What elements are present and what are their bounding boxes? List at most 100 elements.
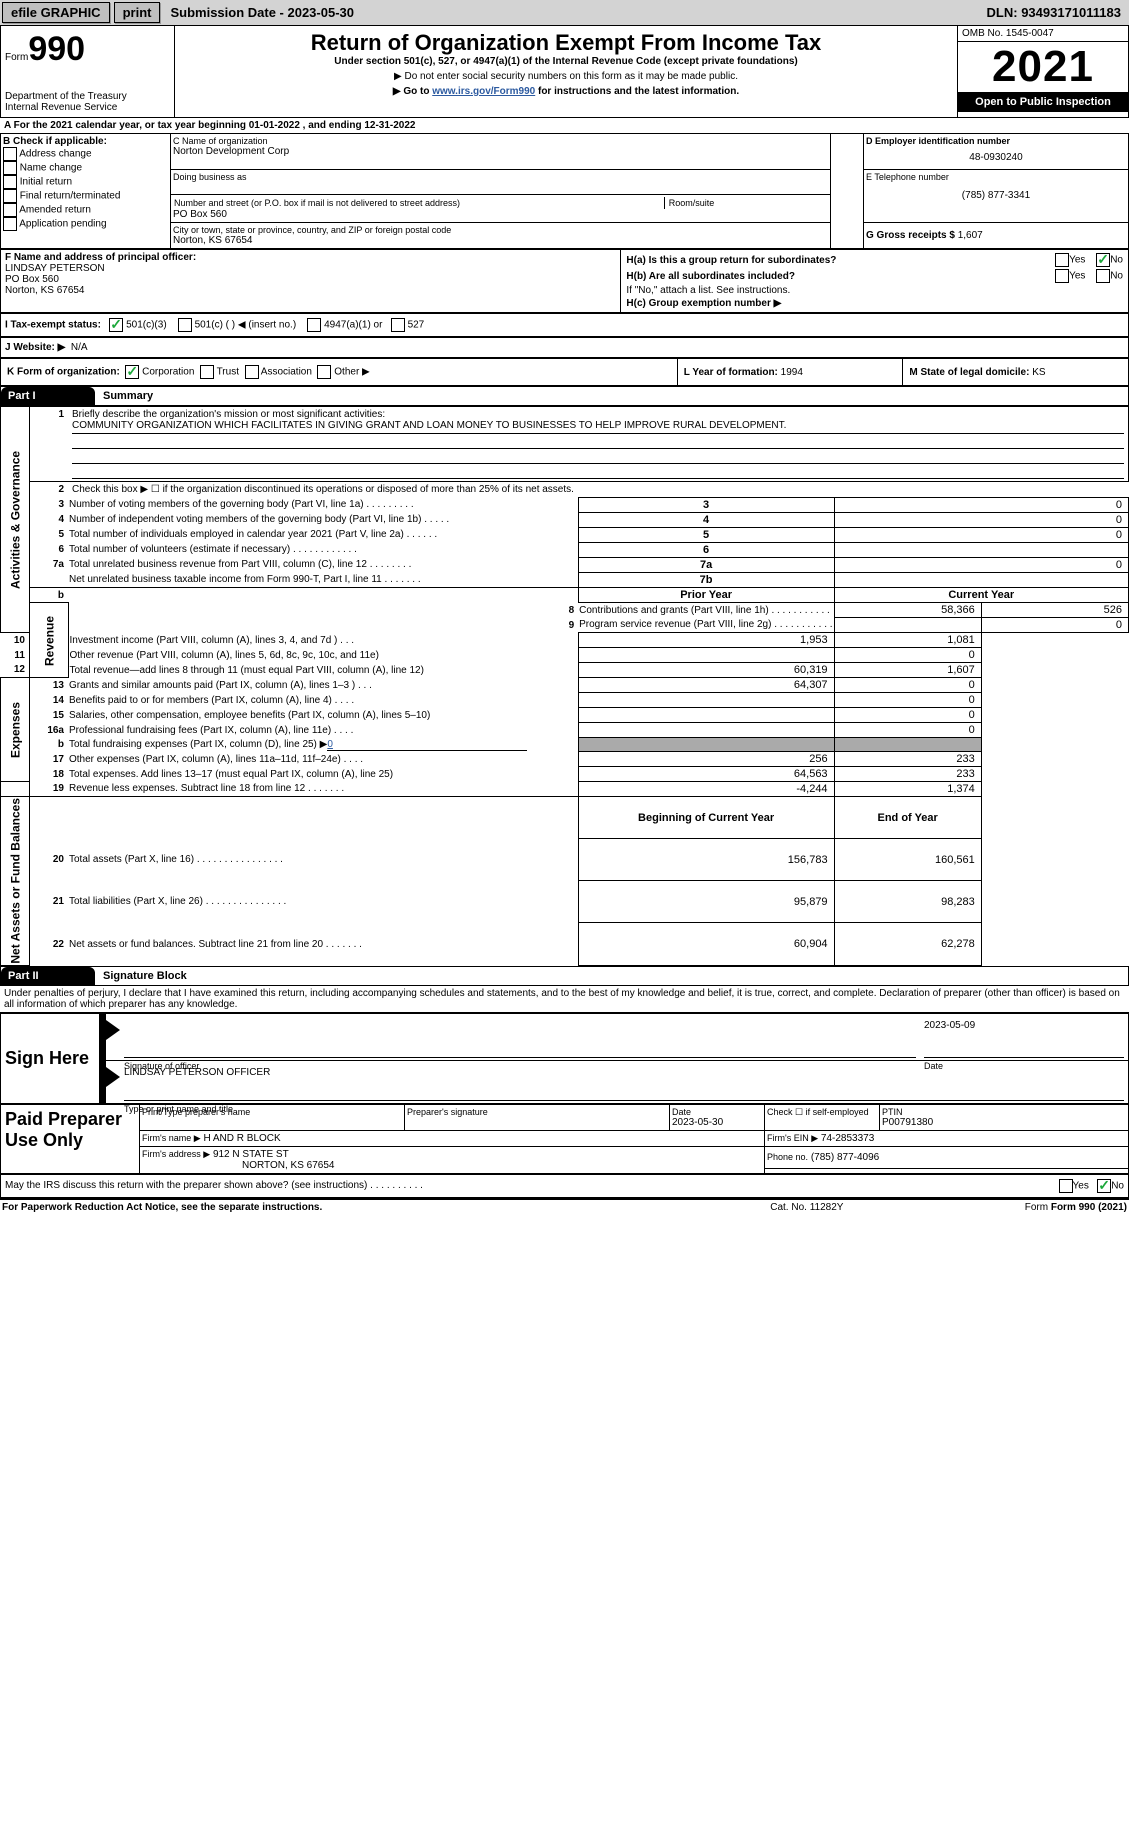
line-11: Other revenue (Part VIII, column (A), li… bbox=[68, 648, 578, 663]
line-19: Revenue less expenses. Subtract line 18 … bbox=[68, 782, 578, 797]
val-12-prior: 60,319 bbox=[578, 663, 834, 678]
identity-table: B Check if applicable: Address change Na… bbox=[0, 133, 1129, 249]
opt-address[interactable]: Address change bbox=[3, 147, 168, 161]
form-990: 990 bbox=[28, 30, 85, 68]
omb-label: OMB No. 1545-0047 bbox=[958, 26, 1128, 42]
line-2: Check this box ▶ ☐ if the organization d… bbox=[68, 482, 1129, 498]
line-9: Program service revenue (Part VIII, line… bbox=[578, 618, 834, 633]
dln-label: DLN: 93493171011183 bbox=[979, 2, 1129, 23]
box-j-label: J Website: ▶ bbox=[5, 342, 65, 353]
val-8-prior: 58,366 bbox=[834, 603, 981, 618]
opt-amended[interactable]: Amended return bbox=[3, 203, 168, 217]
irs-link[interactable]: www.irs.gov/Form990 bbox=[432, 86, 535, 97]
check-trust[interactable] bbox=[200, 365, 214, 379]
tax-year: 2021 bbox=[958, 42, 1128, 92]
check-527[interactable] bbox=[391, 318, 405, 332]
col-current: Current Year bbox=[834, 588, 1128, 603]
form-footer: Form 990 (2021) bbox=[1051, 1202, 1127, 1213]
street-value: PO Box 560 bbox=[173, 209, 828, 220]
val-19-curr: 1,374 bbox=[834, 782, 981, 797]
val-9-curr: 0 bbox=[981, 618, 1128, 633]
line-3: Number of voting members of the governin… bbox=[68, 498, 578, 513]
firm-name: H AND R BLOCK bbox=[203, 1133, 280, 1144]
line-7b: Net unrelated business taxable income fr… bbox=[68, 573, 578, 588]
check-corp[interactable] bbox=[125, 365, 139, 379]
summary-table: Activities & Governance 1 Briefly descri… bbox=[0, 406, 1129, 966]
check-4947[interactable] bbox=[307, 318, 321, 332]
check-assoc[interactable] bbox=[245, 365, 259, 379]
hb-label: H(b) Are all subordinates included? bbox=[626, 271, 795, 282]
box-7b: 7b bbox=[578, 573, 834, 588]
val-10-curr: 1,081 bbox=[834, 633, 981, 648]
ha-no[interactable]: No bbox=[1110, 255, 1123, 266]
line-12: Total revenue—add lines 8 through 11 (mu… bbox=[68, 663, 578, 678]
val-12-curr: 1,607 bbox=[834, 663, 981, 678]
box-c-label: C Name of organization bbox=[173, 136, 828, 146]
opt-initial[interactable]: Initial return bbox=[3, 175, 168, 189]
col-prior: Prior Year bbox=[578, 588, 834, 603]
val-4: 0 bbox=[834, 513, 1128, 528]
ha-yes[interactable]: Yes bbox=[1069, 255, 1085, 266]
hb-note: If "No," attach a list. See instructions… bbox=[625, 284, 1124, 297]
discuss-yes[interactable] bbox=[1059, 1179, 1073, 1193]
line-10: Investment income (Part VIII, column (A)… bbox=[68, 633, 578, 648]
arrow-icon bbox=[106, 1020, 120, 1040]
val-20-end: 160,561 bbox=[834, 839, 981, 881]
efile-label: efile GRAPHIC bbox=[2, 2, 110, 23]
top-toolbar: efile GRAPHIC print Submission Date - 20… bbox=[0, 0, 1129, 25]
val-16b-curr-shaded bbox=[834, 738, 981, 752]
prep-check-label[interactable]: Check ☐ if self-employed bbox=[765, 1104, 880, 1130]
line-21: Total liabilities (Part X, line 26) . . … bbox=[68, 881, 578, 923]
city-label: City or town, state or province, country… bbox=[173, 225, 828, 235]
line-16a: Professional fundraising fees (Part IX, … bbox=[68, 723, 578, 738]
note-goto: ▶ Go to www.irs.gov/Form990 for instruct… bbox=[179, 86, 953, 97]
val-10-prior: 1,953 bbox=[578, 633, 834, 648]
sign-here-label: Sign Here bbox=[5, 1048, 95, 1069]
check-501c[interactable] bbox=[178, 318, 192, 332]
discuss-no[interactable] bbox=[1097, 1179, 1111, 1193]
val-14-prior bbox=[578, 693, 834, 708]
line-7a: Total unrelated business revenue from Pa… bbox=[68, 558, 578, 573]
box-k-label: K Form of organization: bbox=[7, 367, 120, 378]
box-e-label: E Telephone number bbox=[866, 172, 1126, 182]
col-begin: Beginning of Current Year bbox=[578, 797, 834, 839]
val-21-begin: 95,879 bbox=[578, 881, 834, 923]
box-d-label: D Employer identification number bbox=[866, 136, 1126, 146]
typed-name-label: Type or print name and title bbox=[124, 1104, 233, 1114]
box-7a: 7a bbox=[578, 558, 834, 573]
line-4: Number of independent voting members of … bbox=[68, 513, 578, 528]
val-22-begin: 60,904 bbox=[578, 923, 834, 965]
state-domicile: KS bbox=[1032, 367, 1045, 378]
opt-final[interactable]: Final return/terminated bbox=[3, 189, 168, 203]
gross-receipts: 1,607 bbox=[958, 230, 983, 241]
line-15: Salaries, other compensation, employee b… bbox=[68, 708, 578, 723]
phone-value: (785) 877-3341 bbox=[866, 190, 1126, 201]
prep-date: 2023-05-30 bbox=[672, 1117, 723, 1128]
fh-table: F Name and address of principal officer:… bbox=[0, 249, 1129, 313]
line-5: Total number of individuals employed in … bbox=[68, 528, 578, 543]
print-button[interactable]: print bbox=[114, 2, 161, 23]
val-6 bbox=[834, 543, 1128, 558]
check-other[interactable] bbox=[317, 365, 331, 379]
calendar-year-line: A For the 2021 calendar year, or tax yea… bbox=[0, 118, 1129, 133]
val-20-begin: 156,783 bbox=[578, 839, 834, 881]
val-14-curr: 0 bbox=[834, 693, 981, 708]
paid-preparer-label: Paid Preparer Use Only bbox=[5, 1109, 135, 1152]
hb-no[interactable]: No bbox=[1110, 271, 1123, 282]
line-20: Total assets (Part X, line 16) . . . . .… bbox=[68, 839, 578, 881]
ptin-value: P00791380 bbox=[882, 1117, 933, 1128]
firm-addr1: 912 N STATE ST bbox=[213, 1149, 289, 1160]
val-7b bbox=[834, 573, 1128, 588]
vtab-revenue: Revenue bbox=[30, 603, 69, 678]
cat-no: Cat. No. 11282Y bbox=[721, 1199, 893, 1215]
opt-pending[interactable]: Application pending bbox=[3, 217, 168, 231]
hb-yes[interactable]: Yes bbox=[1069, 271, 1085, 282]
opt-name[interactable]: Name change bbox=[3, 161, 168, 175]
prep-sig-label: Preparer's signature bbox=[405, 1104, 670, 1130]
line-14: Benefits paid to or for members (Part IX… bbox=[68, 693, 578, 708]
box-4: 4 bbox=[578, 513, 834, 528]
line-13: Grants and similar amounts paid (Part IX… bbox=[68, 678, 578, 693]
box-i-label: I Tax-exempt status: bbox=[5, 320, 101, 331]
box-3: 3 bbox=[578, 498, 834, 513]
check-501c3[interactable] bbox=[109, 318, 123, 332]
